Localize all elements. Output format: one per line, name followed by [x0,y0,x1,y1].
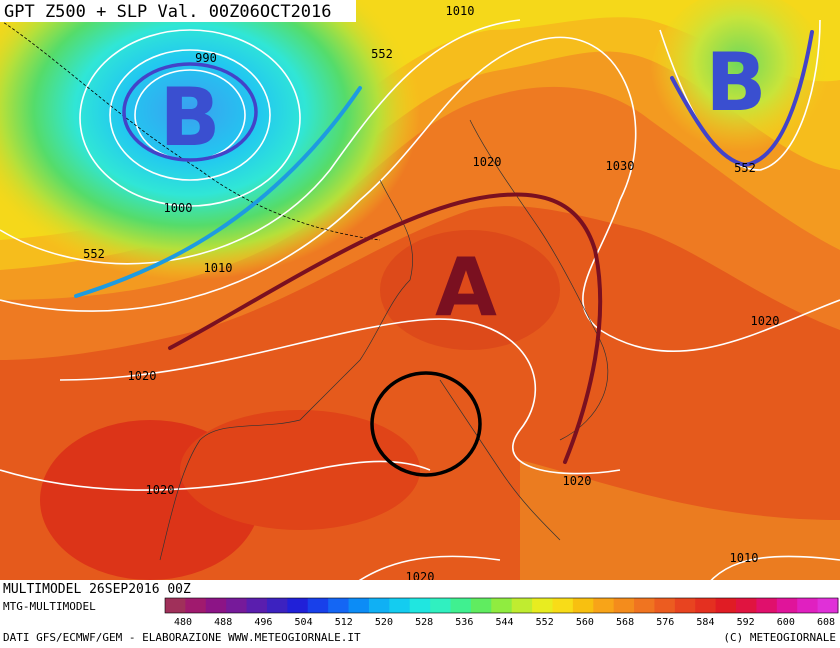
colorbar-label: 552 [536,617,554,628]
isobar-label: 552 [371,47,393,61]
colorbar-swatch [266,598,288,613]
colorbar-swatch [205,598,227,613]
colorbar-swatch [695,598,717,613]
colorbar-swatch [491,598,513,613]
colorbar-swatch [532,598,553,613]
model-label: MTG-MULTIMODEL [3,600,96,613]
copyright-label: (C) METEOGIORNALE [723,631,836,644]
isobar-label: 1030 [606,159,635,173]
isobar-label: 1020 [751,314,780,328]
colorbar-swatch [246,598,268,613]
colorbar-swatch [654,598,676,613]
colorbar-swatch [776,598,798,613]
colorbar-swatch [593,598,615,613]
isobar-label: 1020 [128,369,157,383]
isobar-label: 1020 [563,474,592,488]
colorbar-swatch [368,598,390,613]
colorbar-swatch [756,598,778,613]
source-label: DATI GFS/ECMWF/GEM - ELABORAZIONE WWW.ME… [3,631,361,644]
colorbar-swatch [450,598,472,613]
colorbar-swatch [185,598,207,613]
colorbar-swatch [674,598,696,613]
colorbar-swatch [409,598,431,613]
isobar-label: 1020 [473,155,502,169]
pressure-system-letter: B [160,71,221,164]
colorbar-label: 520 [375,617,393,628]
colorbar: 480 488 496 504 512 520 528 536 544 552 560 568 576 5… [164,597,839,628]
coastlines [159,119,609,561]
colorbar-swatch [307,598,329,613]
colorbar-swatch [613,598,635,613]
colorbar-swatch [817,598,839,613]
isobar-label: 1020 [146,483,175,497]
colorbar-swatch [715,598,737,613]
colorbar-swatch [430,598,452,613]
colorbar-label: 592 [737,617,755,628]
colorbar-swatch [226,598,248,613]
pressure-system-letter: A [435,241,497,334]
isobar-label: 1000 [164,201,193,215]
colorbar-swatch [348,598,370,613]
colorbar-label: 504 [295,617,313,628]
colorbar-swatch [287,598,309,613]
run-label: MULTIMODEL 26SEP2016 00Z [3,582,191,597]
pressure-system-letter: B [706,36,767,129]
isobar-label: 990 [195,51,217,65]
colorbar-swatch [736,598,757,613]
colorbar-swatch [165,598,186,613]
colorbar-label: 608 [817,617,835,628]
colorbar-label: 576 [656,617,674,628]
isobar-label: 552 [734,161,756,175]
isobar-label: 1010 [204,261,233,275]
colorbar-frame [164,597,839,614]
colorbar-label: 536 [455,617,473,628]
colorbar-label: 496 [254,617,272,628]
colorbar-label: 584 [696,617,714,628]
colorbar-label: 480 [174,617,192,628]
colorbar-label: 488 [214,617,232,628]
colorbar-label: 560 [576,617,594,628]
colorbar-label: 568 [616,617,634,628]
colorbar-label: 544 [495,617,513,628]
pressure-systems: B A B [160,36,767,334]
colorbar-swatch [572,598,594,613]
colorbar-swatch [634,598,655,613]
map-title: GPT Z500 + SLP Val. 00Z06OCT2016 [4,2,332,22]
colorbar-label: 600 [777,617,795,628]
colorbar-swatch [389,598,411,613]
colorbar-label: 512 [335,617,353,628]
colorbar-swatch [552,598,574,613]
colorbar-label: 528 [415,617,433,628]
isobar-label: 552 [83,247,105,261]
isobar-label: 1010 [446,4,475,18]
colorbar-swatch [328,598,350,613]
colorbar-swatch [797,598,819,613]
colorbar-swatch [470,598,492,613]
isobar-label: 1010 [730,551,759,565]
colorbar-swatch [511,598,533,613]
